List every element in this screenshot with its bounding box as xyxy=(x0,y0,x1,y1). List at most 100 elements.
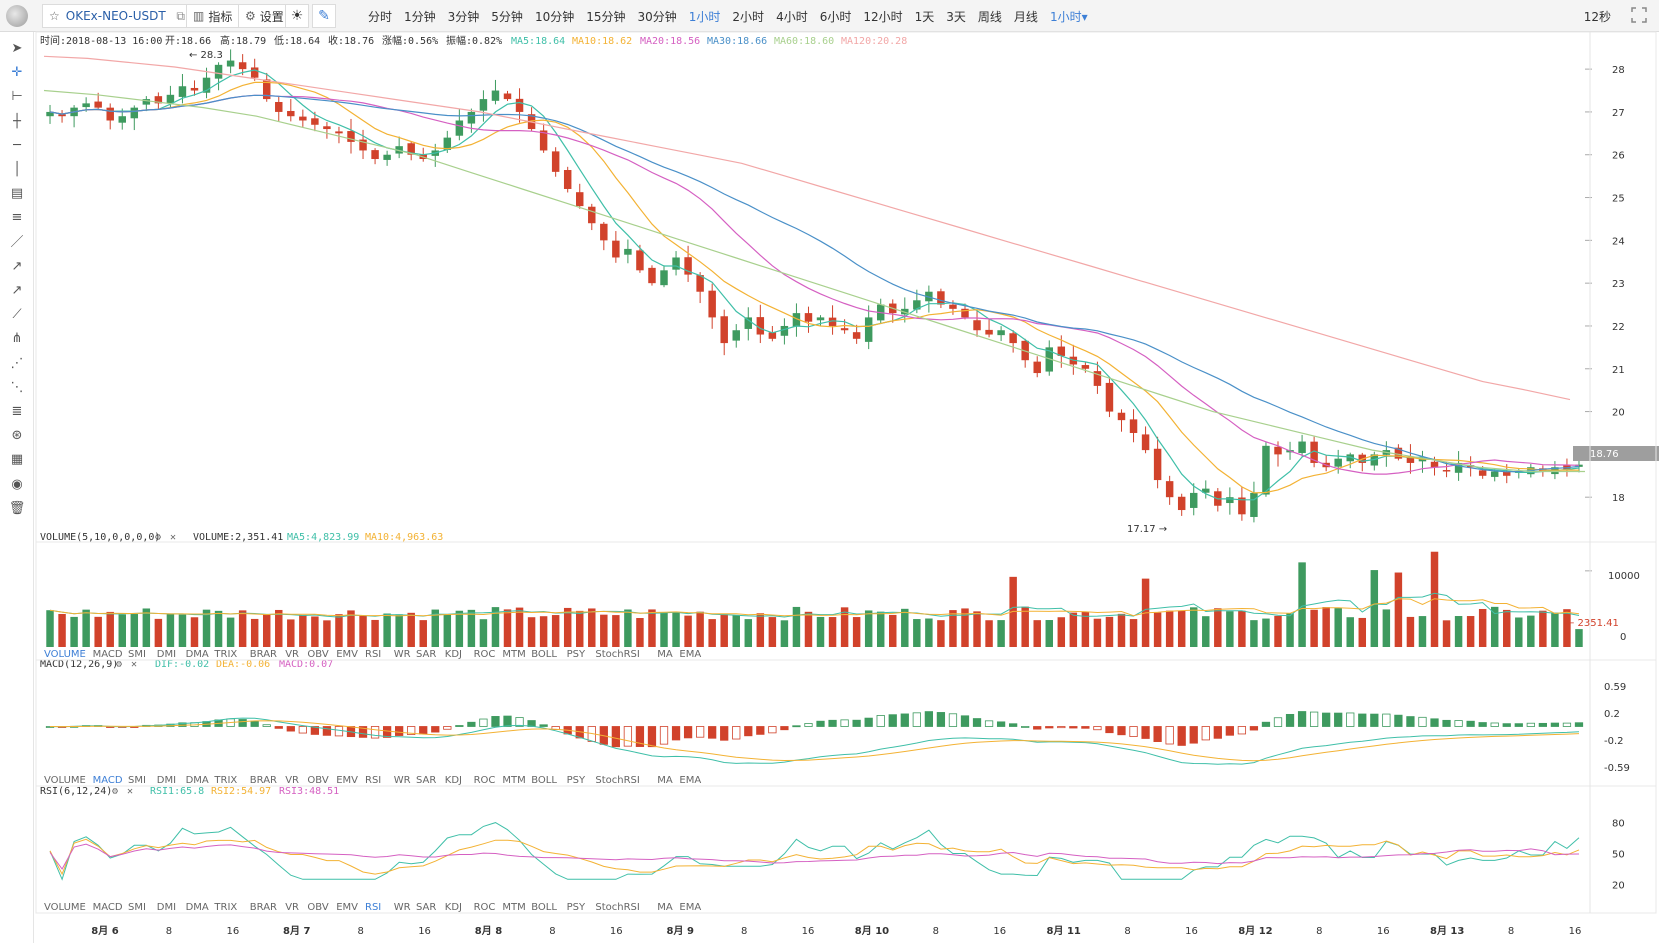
indicator-tab-trix[interactable]: TRIX xyxy=(213,649,237,660)
theme-toggle-button[interactable]: ☀ xyxy=(285,4,309,28)
pattern-icon[interactable]: ▦ xyxy=(10,452,24,468)
ray-icon[interactable]: ↗ xyxy=(11,258,23,274)
indicator-tab-volume[interactable]: VOLUME xyxy=(44,902,86,913)
indicator-tab-kdj[interactable]: KDJ xyxy=(445,902,462,913)
indicator-tab-ema[interactable]: EMA xyxy=(679,775,701,786)
fib-fan-icon[interactable]: ⋰ xyxy=(10,355,24,371)
interval-tab-10[interactable]: 6小时 xyxy=(819,9,852,24)
segment-icon[interactable]: ⊢ xyxy=(11,89,23,105)
indicator-tab-volume[interactable]: VOLUME xyxy=(44,649,86,660)
draw-toggle-button[interactable]: ✎ xyxy=(312,4,336,28)
indicator-tab-ema[interactable]: EMA xyxy=(679,649,701,660)
indicator-tab-psy[interactable]: PSY xyxy=(567,775,586,786)
indicator-tab-ema[interactable]: EMA xyxy=(679,902,701,913)
interval-tab-9[interactable]: 4小时 xyxy=(776,9,808,24)
extended-line-icon[interactable]: ⟋ xyxy=(12,307,22,323)
indicator-tab-rsi[interactable]: RSI xyxy=(365,775,381,786)
indicator-tab-smi[interactable]: SMI xyxy=(128,902,146,913)
popout-icon[interactable]: ⧉ xyxy=(176,8,185,23)
symbol-selector[interactable]: ☆ OKEx-NEO-USDT ⧉ xyxy=(42,4,192,28)
parallel-channel-icon[interactable]: ≡ xyxy=(11,210,23,226)
indicator-tab-dmi[interactable]: DMI xyxy=(157,649,176,660)
interval-tab-8[interactable]: 2小时 xyxy=(732,9,765,24)
indicator-tab-obv[interactable]: OBV xyxy=(307,649,328,660)
interval-tab-3[interactable]: 5分钟 xyxy=(491,9,523,24)
fullscreen-icon[interactable] xyxy=(1631,7,1647,23)
indicator-tab-stochrsi[interactable]: StochRSI xyxy=(595,902,639,913)
arrow-line-icon[interactable]: ↗ xyxy=(11,283,23,298)
indicator-tab-sar[interactable]: SAR xyxy=(416,775,436,786)
indicator-tab-kdj[interactable]: KDJ xyxy=(445,775,462,786)
indicator-tab-macd[interactable]: MACD xyxy=(93,649,123,660)
indicator-tab-dmi[interactable]: DMI xyxy=(157,902,176,913)
star-icon[interactable]: ☆ xyxy=(49,9,60,23)
indicator-tab-smi[interactable]: SMI xyxy=(128,649,146,660)
indicator-tab-dma[interactable]: DMA xyxy=(186,649,209,660)
indicator-tab-rsi[interactable]: RSI xyxy=(365,649,381,660)
indicator-tab-obv[interactable]: OBV xyxy=(307,775,328,786)
macd-close-icon[interactable]: ✕ xyxy=(131,659,137,670)
indicator-tab-kdj[interactable]: KDJ xyxy=(445,649,462,660)
eye-icon[interactable]: ◉ xyxy=(11,476,23,492)
vertical-line-icon[interactable]: │ xyxy=(13,162,21,177)
settings-button[interactable]: ⚙ 设置 xyxy=(238,4,291,28)
indicators-button[interactable]: ▥ 指标 xyxy=(186,4,240,28)
indicator-tab-emv[interactable]: EMV xyxy=(336,775,358,786)
indicator-tab-trix[interactable]: TRIX xyxy=(213,775,237,786)
volume-gear-icon[interactable]: ⚙ xyxy=(154,532,161,543)
indicator-tab-mtm[interactable]: MTM xyxy=(502,902,525,913)
indicator-tab-wr[interactable]: WR xyxy=(394,775,411,786)
indicator-tab-macd[interactable]: MACD xyxy=(93,775,123,786)
interval-tab-0[interactable]: 分时 xyxy=(368,9,393,24)
trend-line-icon[interactable]: ／ xyxy=(10,234,24,250)
indicator-tab-brar[interactable]: BRAR xyxy=(250,649,277,660)
interval-tab-4[interactable]: 10分钟 xyxy=(534,9,575,24)
indicator-tab-emv[interactable]: EMV xyxy=(336,902,358,913)
indicator-tab-boll[interactable]: BOLL xyxy=(531,649,557,660)
interval-tab-13[interactable]: 3天 xyxy=(946,9,966,24)
horizontal-ray-icon[interactable]: ┼ xyxy=(13,113,21,129)
indicator-tab-stochrsi[interactable]: StochRSI xyxy=(595,775,639,786)
indicator-tab-rsi[interactable]: RSI xyxy=(365,902,381,913)
volume-pane[interactable] xyxy=(46,551,1592,647)
indicator-tab-vr[interactable]: VR xyxy=(285,902,299,913)
interval-tab-12[interactable]: 1天 xyxy=(914,9,935,24)
price-pane[interactable] xyxy=(43,49,1585,523)
indicator-tab-macd[interactable]: MACD xyxy=(93,902,123,913)
spiral-icon[interactable]: ⊛ xyxy=(11,428,23,444)
indicator-tab-psy[interactable]: PSY xyxy=(567,902,586,913)
indicator-tab-boll[interactable]: BOLL xyxy=(531,902,557,913)
interval-tab-14[interactable]: 周线 xyxy=(977,9,1002,24)
interval-tab-2[interactable]: 3分钟 xyxy=(447,9,480,24)
interval-tab-7[interactable]: 1小时 xyxy=(688,9,721,24)
indicator-tab-obv[interactable]: OBV xyxy=(307,902,328,913)
indicator-tab-volume[interactable]: VOLUME xyxy=(44,775,86,786)
indicator-tab-boll[interactable]: BOLL xyxy=(531,775,557,786)
indicator-tab-roc[interactable]: ROC xyxy=(474,775,496,786)
volume-close-icon[interactable]: ✕ xyxy=(170,532,176,543)
interval-tab-15[interactable]: 月线 xyxy=(1013,9,1038,24)
interval-tab-5[interactable]: 15分钟 xyxy=(586,9,626,24)
indicator-tab-vr[interactable]: VR xyxy=(285,649,299,660)
indicator-tab-brar[interactable]: BRAR xyxy=(250,902,277,913)
indicator-tab-sar[interactable]: SAR xyxy=(416,902,436,913)
rsi-close-icon[interactable]: ✕ xyxy=(127,786,133,797)
indicator-tab-dma[interactable]: DMA xyxy=(186,775,209,786)
indicator-tab-mtm[interactable]: MTM xyxy=(502,775,525,786)
interval-tab-16[interactable]: 1小时▾ xyxy=(1049,9,1088,24)
indicator-tab-wr[interactable]: WR xyxy=(394,649,411,660)
cursor-icon[interactable]: ➤ xyxy=(11,41,23,56)
interval-tab-1[interactable]: 1分钟 xyxy=(404,9,436,24)
indicator-tab-mtm[interactable]: MTM xyxy=(502,649,525,660)
price-line-icon[interactable]: ▤ xyxy=(10,186,24,202)
indicator-tab-dmi[interactable]: DMI xyxy=(157,775,176,786)
indicator-tab-emv[interactable]: EMV xyxy=(336,649,358,660)
indicator-tab-vr[interactable]: VR xyxy=(285,775,299,786)
interval-tab-6[interactable]: 30分钟 xyxy=(637,9,677,24)
indicator-tab-roc[interactable]: ROC xyxy=(474,649,496,660)
fib-retracement-icon[interactable]: ≣ xyxy=(11,404,23,419)
indicator-tab-trix[interactable]: TRIX xyxy=(213,902,237,913)
indicator-tab-sar[interactable]: SAR xyxy=(416,649,436,660)
crosshair-icon[interactable]: ✛ xyxy=(11,65,23,81)
